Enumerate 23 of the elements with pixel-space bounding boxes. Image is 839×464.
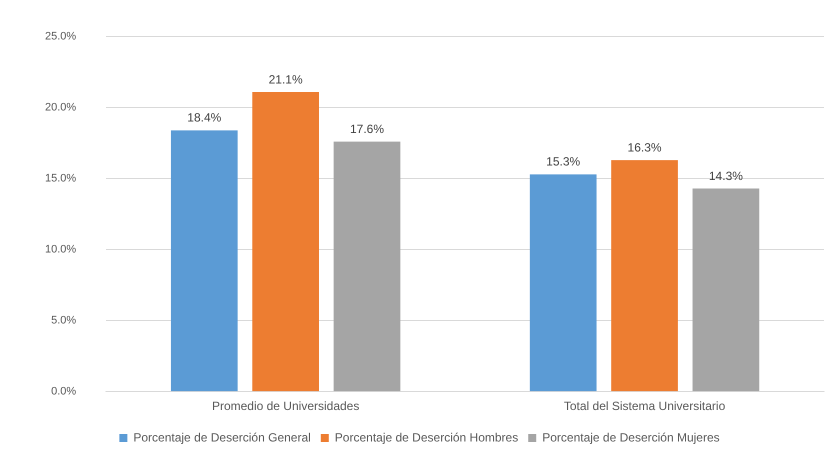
y-tick-label: 15.0% xyxy=(44,172,76,185)
data-label: 14.3% xyxy=(708,168,744,183)
y-tick-label: 25.0% xyxy=(44,30,76,43)
data-label: 15.3% xyxy=(546,154,581,169)
x-tick-label: Total del Sistema Universitario xyxy=(564,399,726,414)
bar xyxy=(692,188,760,392)
y-tick-label: 0.0% xyxy=(51,386,76,398)
bar xyxy=(170,130,238,392)
legend-label: Porcentaje de Deserción General xyxy=(133,430,311,444)
data-label: 16.3% xyxy=(628,140,662,154)
legend-label: Porcentaje de Deserción Hombres xyxy=(334,430,518,444)
bar xyxy=(611,160,678,392)
y-tick-label: 5.0% xyxy=(51,314,76,327)
y-tick-label: 10.0% xyxy=(44,244,76,256)
y-tick-label: 20.0% xyxy=(44,102,76,114)
x-tick-label: Promedio de Universidades xyxy=(212,399,360,414)
bar xyxy=(530,174,597,392)
data-label: 18.4% xyxy=(187,110,222,125)
data-label: 21.1% xyxy=(268,72,303,86)
bar xyxy=(334,142,400,392)
bar xyxy=(252,92,319,392)
data-label: 17.6% xyxy=(350,122,384,136)
legend-label: Porcentaje de Deserción Mujeres xyxy=(542,430,720,444)
